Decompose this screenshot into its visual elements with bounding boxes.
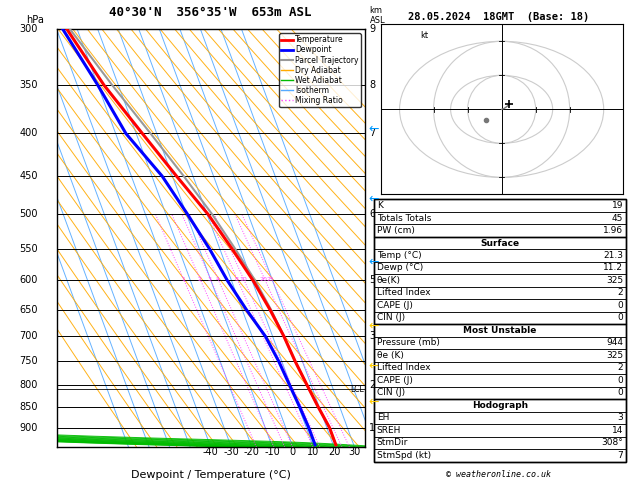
Text: Dewpoint / Temperature (°C): Dewpoint / Temperature (°C) xyxy=(131,470,291,480)
Text: EH: EH xyxy=(377,414,389,422)
Text: hPa: hPa xyxy=(26,15,43,25)
Text: 14: 14 xyxy=(612,426,623,435)
Text: 3: 3 xyxy=(208,278,212,282)
Text: ←: ← xyxy=(368,193,379,206)
Text: 500: 500 xyxy=(19,209,38,219)
Legend: Temperature, Dewpoint, Parcel Trajectory, Dry Adiabat, Wet Adiabat, Isotherm, Mi: Temperature, Dewpoint, Parcel Trajectory… xyxy=(279,33,361,107)
Text: ←: ← xyxy=(368,319,379,332)
Text: 0: 0 xyxy=(618,376,623,385)
Text: 700: 700 xyxy=(19,331,38,341)
Text: 19: 19 xyxy=(612,201,623,210)
Text: 28.05.2024  18GMT  (Base: 18): 28.05.2024 18GMT (Base: 18) xyxy=(408,12,589,22)
Text: 4: 4 xyxy=(215,278,220,282)
Text: 325: 325 xyxy=(606,351,623,360)
Text: CIN (J): CIN (J) xyxy=(377,313,405,323)
Text: Mixing Ratio (g/kg): Mixing Ratio (g/kg) xyxy=(389,198,399,278)
Text: 750: 750 xyxy=(19,356,38,366)
Text: ←: ← xyxy=(368,360,379,373)
Text: kt: kt xyxy=(420,31,428,40)
Text: 325: 325 xyxy=(606,276,623,285)
Text: Surface: Surface xyxy=(481,239,520,247)
Text: 20: 20 xyxy=(328,447,340,457)
Text: -30: -30 xyxy=(223,447,239,457)
Text: 9: 9 xyxy=(369,24,376,34)
Text: 350: 350 xyxy=(19,80,38,90)
Text: Most Unstable: Most Unstable xyxy=(464,326,537,335)
Text: 600: 600 xyxy=(19,276,38,285)
Text: 6: 6 xyxy=(369,209,376,219)
Text: 850: 850 xyxy=(19,402,38,412)
Text: 2: 2 xyxy=(369,380,376,390)
Text: 550: 550 xyxy=(19,244,38,254)
Text: 21.3: 21.3 xyxy=(603,251,623,260)
Text: -20: -20 xyxy=(244,447,260,457)
Text: -40: -40 xyxy=(203,447,219,457)
Text: © weatheronline.co.uk: © weatheronline.co.uk xyxy=(446,469,551,479)
Text: 20: 20 xyxy=(260,278,268,282)
Text: K: K xyxy=(377,201,382,210)
Text: 900: 900 xyxy=(19,422,38,433)
Text: ←: ← xyxy=(368,122,379,136)
Text: 944: 944 xyxy=(606,338,623,347)
Text: 7: 7 xyxy=(369,128,376,139)
Text: Lifted Index: Lifted Index xyxy=(377,364,430,372)
Text: Hodograph: Hodograph xyxy=(472,401,528,410)
Text: 11.2: 11.2 xyxy=(603,263,623,273)
Text: 7: 7 xyxy=(618,451,623,460)
Text: 0: 0 xyxy=(618,388,623,398)
Text: 1.96: 1.96 xyxy=(603,226,623,235)
Text: StmSpd (kt): StmSpd (kt) xyxy=(377,451,431,460)
Text: StmDir: StmDir xyxy=(377,438,408,448)
Text: 5: 5 xyxy=(369,276,376,285)
Text: 10: 10 xyxy=(239,278,247,282)
Text: 2: 2 xyxy=(198,278,201,282)
Text: SREH: SREH xyxy=(377,426,401,435)
Text: Lifted Index: Lifted Index xyxy=(377,289,430,297)
Text: 1: 1 xyxy=(369,422,376,433)
Text: 2: 2 xyxy=(618,364,623,372)
Text: CAPE (J): CAPE (J) xyxy=(377,301,413,310)
Text: km
ASL: km ASL xyxy=(369,6,385,25)
Text: 800: 800 xyxy=(19,380,38,390)
Text: 3: 3 xyxy=(369,331,376,341)
Text: Temp (°C): Temp (°C) xyxy=(377,251,421,260)
Text: 10: 10 xyxy=(308,447,320,457)
Text: ←: ← xyxy=(368,256,379,268)
Text: 3: 3 xyxy=(618,414,623,422)
Text: ←: ← xyxy=(368,396,379,409)
Text: CAPE (J): CAPE (J) xyxy=(377,376,413,385)
Text: θe(K): θe(K) xyxy=(377,276,401,285)
Text: Pressure (mb): Pressure (mb) xyxy=(377,338,440,347)
Text: θe (K): θe (K) xyxy=(377,351,404,360)
Text: LCL: LCL xyxy=(350,385,364,394)
Text: 0: 0 xyxy=(618,301,623,310)
Text: 8: 8 xyxy=(235,278,238,282)
Text: 45: 45 xyxy=(612,213,623,223)
Text: -10: -10 xyxy=(264,447,281,457)
Text: 650: 650 xyxy=(19,305,38,314)
Text: 1: 1 xyxy=(181,278,185,282)
Text: Dewp (°C): Dewp (°C) xyxy=(377,263,423,273)
Text: 40°30'N  356°35'W  653m ASL: 40°30'N 356°35'W 653m ASL xyxy=(109,6,312,19)
Text: 300: 300 xyxy=(19,24,38,34)
Text: 400: 400 xyxy=(19,128,38,139)
Text: 2: 2 xyxy=(618,289,623,297)
Text: 0: 0 xyxy=(290,447,296,457)
Text: 8: 8 xyxy=(369,80,376,90)
Text: 450: 450 xyxy=(19,171,38,181)
Text: 0: 0 xyxy=(618,313,623,323)
Text: PW (cm): PW (cm) xyxy=(377,226,415,235)
Text: 308°: 308° xyxy=(601,438,623,448)
Text: CIN (J): CIN (J) xyxy=(377,388,405,398)
Text: 25: 25 xyxy=(267,278,275,282)
Text: 30: 30 xyxy=(348,447,360,457)
Text: Totals Totals: Totals Totals xyxy=(377,213,431,223)
